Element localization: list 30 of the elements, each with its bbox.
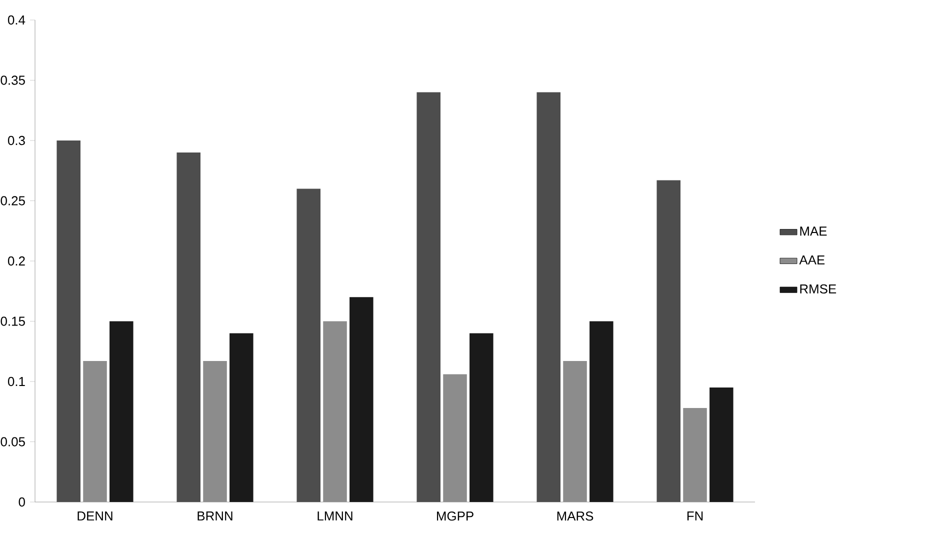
bar	[110, 321, 134, 502]
legend-label: AAE	[799, 256, 825, 264]
x-tick-label: MARS	[557, 512, 594, 521]
y-tick-label: 0.3	[8, 136, 25, 146]
bar	[710, 388, 734, 502]
bar	[230, 333, 254, 502]
x-tick-label: BRNN	[198, 512, 232, 520]
y-tick-label: 0.25	[0, 196, 25, 206]
x-tick-label: MGPP	[436, 512, 474, 521]
bar	[536, 92, 560, 502]
bar	[56, 140, 80, 502]
y-tick-label: 0	[18, 497, 25, 507]
y-tick-label: 0.4	[8, 15, 26, 25]
bar	[416, 92, 440, 502]
y-tick-label: 0.05	[0, 437, 25, 446]
y-tick-label: 0.2	[8, 256, 25, 266]
x-tick-label: FN	[687, 512, 703, 520]
y-tick-label: 0.15	[0, 316, 25, 326]
bar	[350, 297, 374, 502]
bar	[470, 333, 494, 502]
bar	[656, 180, 680, 502]
y-tick-label: 0.35	[0, 76, 25, 85]
x-tick-label: LMNN	[318, 512, 352, 520]
y-tick-label: 0.1	[8, 376, 25, 386]
bar	[590, 321, 614, 502]
bar	[296, 188, 320, 502]
x-tick-label: DENN	[78, 512, 112, 520]
bar	[176, 152, 200, 502]
legend-label: RMSE	[800, 284, 836, 294]
legend-label: MAE	[800, 226, 827, 236]
